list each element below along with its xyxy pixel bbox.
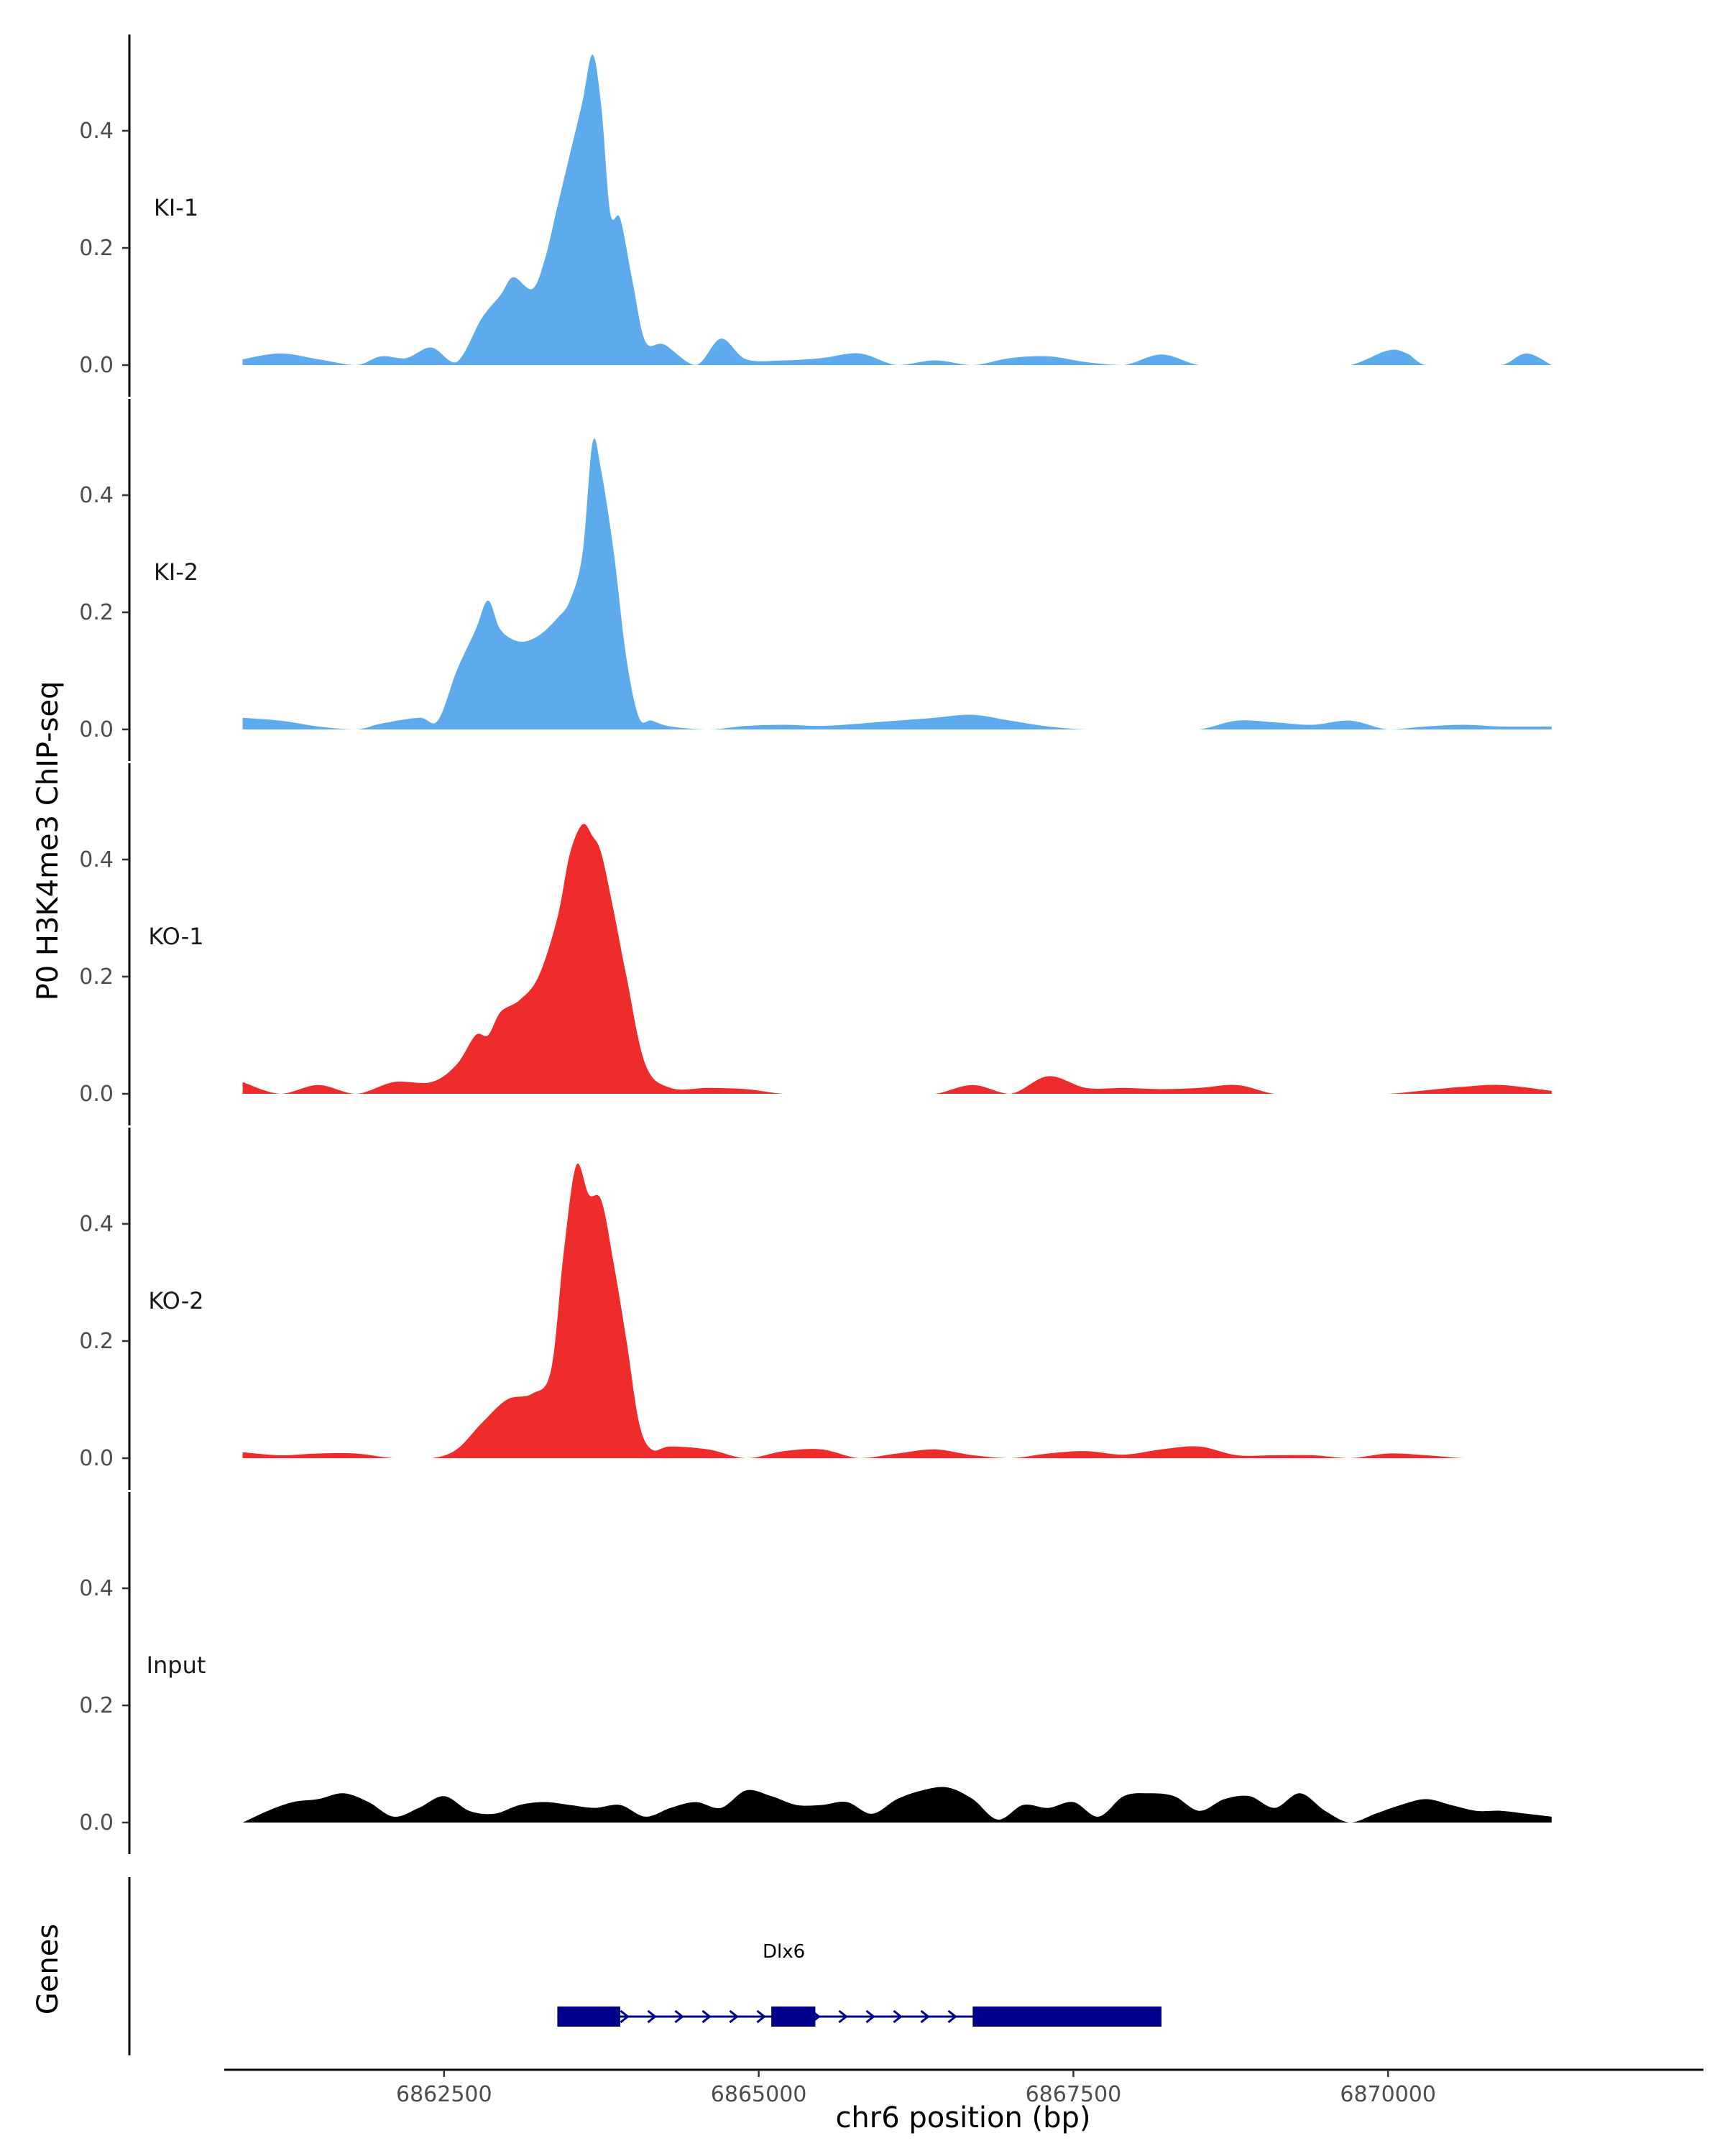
- x-tick-label: 6870000: [1340, 2082, 1436, 2107]
- gene-exon: [972, 2007, 1162, 2027]
- strand-arrow: [620, 2009, 630, 2024]
- y-tick-label: 0.4: [79, 1212, 114, 1237]
- track-panel-ko-2: 0.0 0.2 0.4 KO-2: [79, 1128, 1527, 1490]
- strand-arrow: [729, 2009, 739, 2024]
- y-tick-label: 0.2: [79, 964, 114, 990]
- strand-arrow: [756, 2009, 766, 2024]
- y-tick-label: 0.0: [79, 1082, 114, 1107]
- y-tick-label: 0.0: [79, 1810, 114, 1835]
- strand-arrow: [647, 2009, 657, 2024]
- strand-arrow: [893, 2009, 903, 2024]
- strand-arrow: [838, 2009, 848, 2024]
- signal-area-input: [242, 1787, 1552, 1823]
- strand-arrow: [920, 2009, 930, 2024]
- y-axis-title: P0 H3K4me3 ChIP-seq: [32, 681, 65, 1001]
- x-tick-label: 6867500: [1026, 2082, 1122, 2107]
- y-tick-label: 0.4: [79, 119, 114, 144]
- y-tick-label: 0.0: [79, 1446, 114, 1471]
- gene-exon: [771, 2007, 816, 2027]
- y-tick-label: 0.4: [79, 1576, 114, 1601]
- y-tick-label: 0.2: [79, 236, 114, 261]
- strand-arrow: [865, 2009, 875, 2024]
- y-tick-label: 0.4: [79, 483, 114, 508]
- signal-area-ki-1: [242, 54, 1552, 366]
- y-tick-label: 0.2: [79, 1329, 114, 1354]
- y-tick-label: 0.4: [79, 847, 114, 872]
- signal-area-ko-1: [242, 824, 1552, 1094]
- signal-area-ki-2: [242, 438, 1552, 729]
- y-tick-label: 0.2: [79, 1693, 114, 1718]
- track-panel-ki-1: 0.0 0.2 0.4 KI-1: [79, 34, 1552, 397]
- track-label: Input: [147, 1651, 206, 1679]
- track-panel-ki-2: 0.0 0.2 0.4 KI-2: [79, 399, 1552, 761]
- x-axis-title: chr6 position (bp): [835, 2101, 1090, 2134]
- strand-arrow: [702, 2009, 712, 2024]
- track-label: KI-1: [154, 194, 198, 221]
- x-tick-label: 6862500: [396, 2082, 492, 2107]
- track-panel-input: 0.0 0.2 0.4 Input: [79, 1492, 1552, 1854]
- track-label: KO-1: [148, 923, 203, 950]
- genes-axis-title: Genes: [32, 1924, 65, 2014]
- gene-track: Dlx6: [128, 1877, 1162, 2055]
- y-tick-label: 0.2: [79, 600, 114, 625]
- x-axis: chr6 position (bp) 6862500 6865000 6867500…: [224, 2068, 1703, 2134]
- y-tick-label: 0.0: [79, 717, 114, 742]
- gene-exon: [557, 2007, 620, 2027]
- track-panels: 0.00.20.4KI-10.00.20.4KI-20.00.20.4KO-10…: [79, 34, 1552, 1854]
- y-tick-label: 0.0: [79, 353, 114, 378]
- track-label: KI-2: [154, 558, 198, 586]
- gene-name-label: Dlx6: [763, 1941, 805, 1963]
- x-tick-label: 6865000: [711, 2082, 807, 2107]
- track-panel-ko-1: 0.0 0.2 0.4 KO-1: [79, 763, 1552, 1125]
- strand-arrow: [947, 2009, 957, 2024]
- strand-arrow: [674, 2009, 684, 2024]
- track-label: KO-2: [148, 1287, 203, 1314]
- signal-area-ko-2: [242, 1164, 1527, 1458]
